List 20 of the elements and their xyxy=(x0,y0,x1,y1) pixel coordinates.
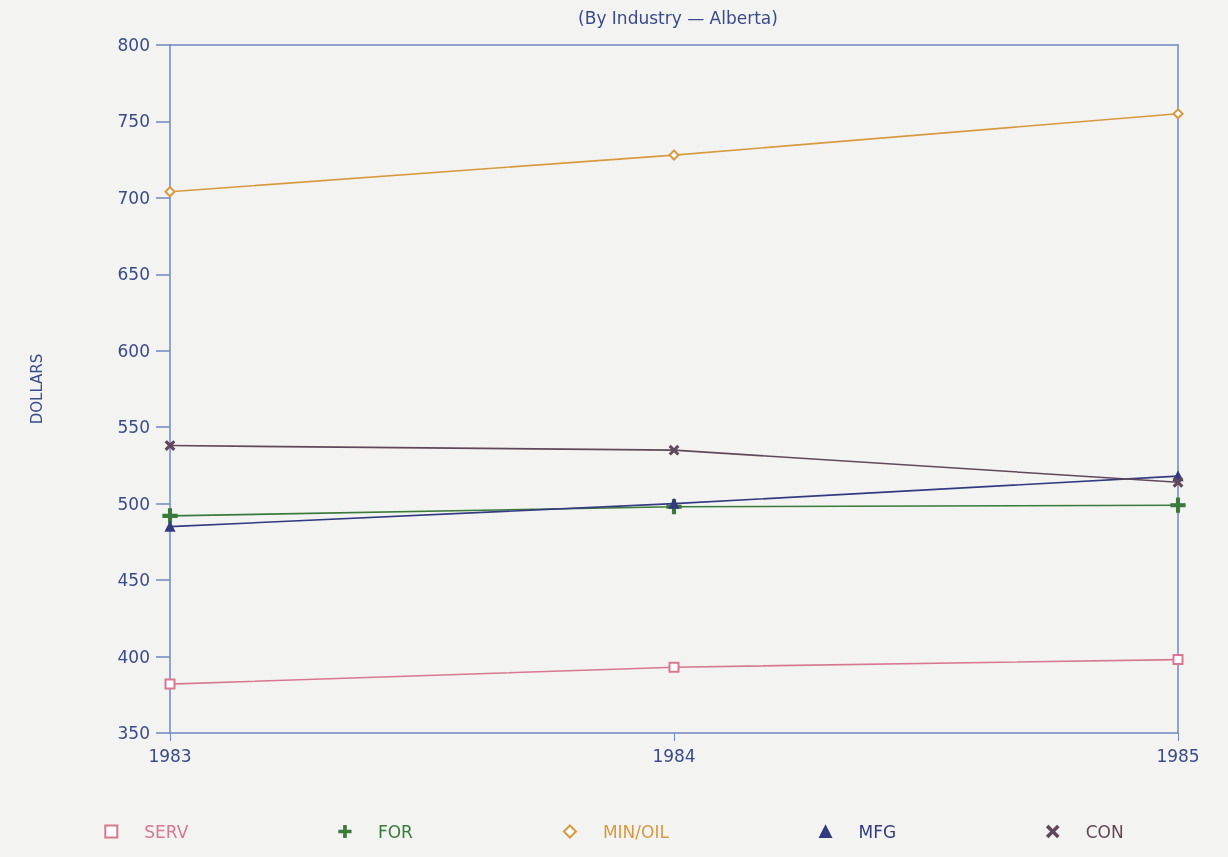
y-tick-label: 800 xyxy=(117,35,150,55)
y-tick-label: 750 xyxy=(117,111,150,132)
x-tick-label: 1984 xyxy=(652,745,696,766)
y-tick-label: 550 xyxy=(117,417,150,438)
legend-label: MIN/OIL xyxy=(602,821,670,842)
y-tick-label: 600 xyxy=(117,340,150,361)
legend-label: MFG xyxy=(858,821,897,842)
y-tick-label: 700 xyxy=(117,187,150,208)
y-tick-label: 500 xyxy=(117,493,150,514)
legend-label: CON xyxy=(1085,821,1124,842)
x-tick-label: 1983 xyxy=(148,745,192,766)
x-tick-label: 1985 xyxy=(1156,745,1200,766)
y-tick-label: 400 xyxy=(117,646,150,667)
y-tick-label: 450 xyxy=(117,570,150,591)
legend-label: SERV xyxy=(144,821,189,842)
legend-label: FOR xyxy=(377,821,414,842)
y-tick-label: 350 xyxy=(117,723,150,743)
chart-subtitle: (By Industry — Alberta) xyxy=(578,7,778,28)
y-axis-title: DOLLARS xyxy=(27,353,46,425)
y-tick-label: 650 xyxy=(117,264,150,285)
